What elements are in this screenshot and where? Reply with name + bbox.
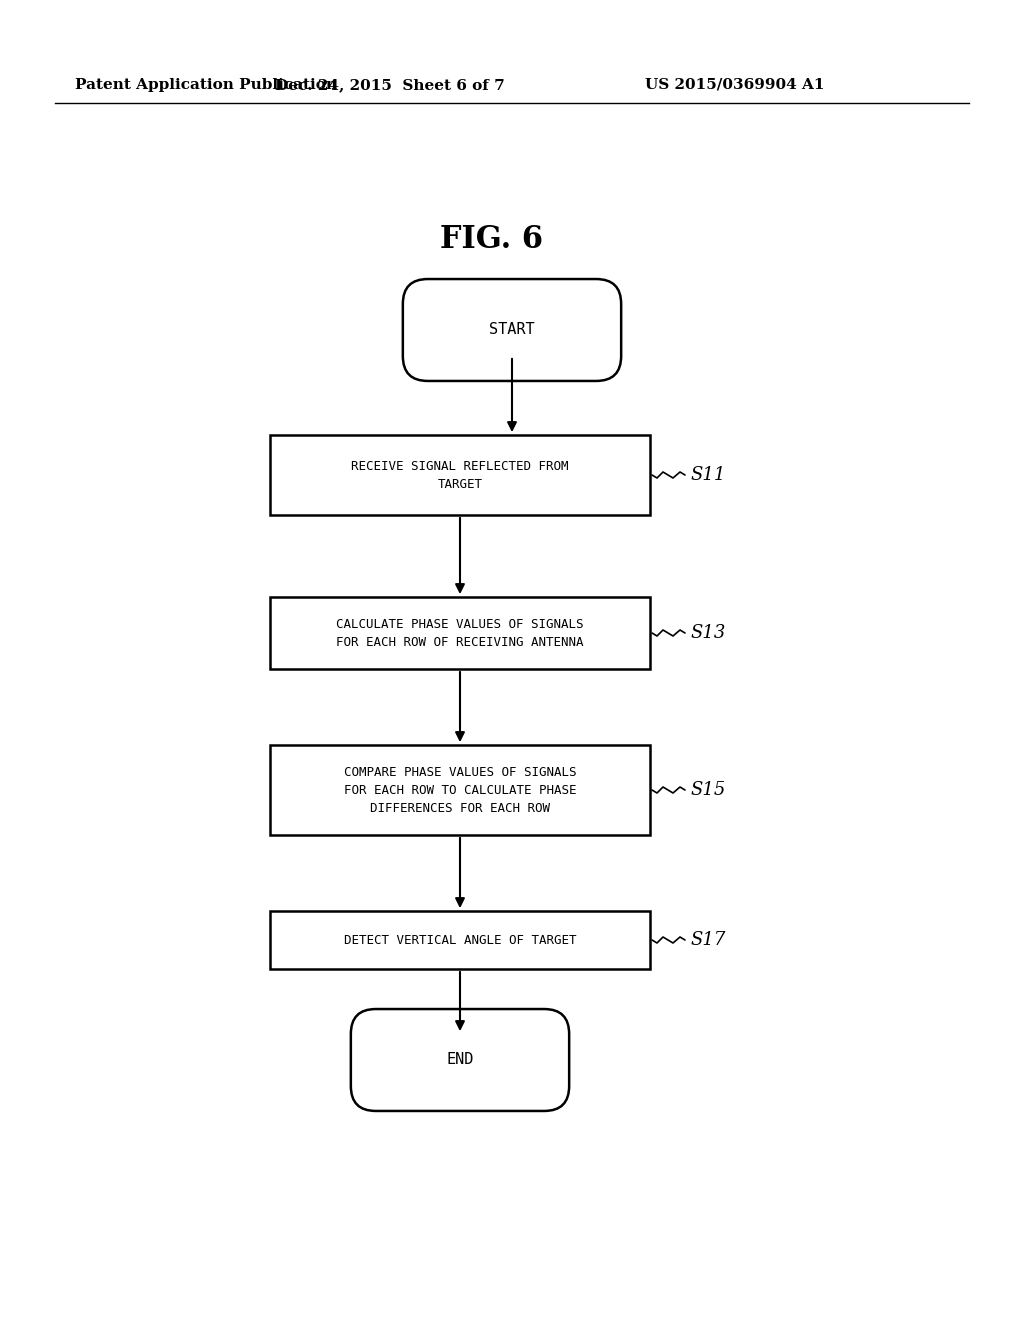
Text: S15: S15 <box>690 781 725 799</box>
Text: RECEIVE SIGNAL REFLECTED FROM
TARGET: RECEIVE SIGNAL REFLECTED FROM TARGET <box>351 459 568 491</box>
Text: Dec. 24, 2015  Sheet 6 of 7: Dec. 24, 2015 Sheet 6 of 7 <box>275 78 505 92</box>
Text: S17: S17 <box>690 931 725 949</box>
Bar <box>270 744 650 836</box>
FancyBboxPatch shape <box>402 279 622 381</box>
Text: COMPARE PHASE VALUES OF SIGNALS
FOR EACH ROW TO CALCULATE PHASE
DIFFERENCES FOR : COMPARE PHASE VALUES OF SIGNALS FOR EACH… <box>344 766 577 814</box>
Text: S13: S13 <box>690 624 725 642</box>
Bar <box>270 597 650 669</box>
Text: S11: S11 <box>690 466 725 484</box>
Text: START: START <box>489 322 535 338</box>
Text: FIG. 6: FIG. 6 <box>440 224 544 256</box>
Text: CALCULATE PHASE VALUES OF SIGNALS
FOR EACH ROW OF RECEIVING ANTENNA: CALCULATE PHASE VALUES OF SIGNALS FOR EA… <box>336 618 584 648</box>
Text: US 2015/0369904 A1: US 2015/0369904 A1 <box>645 78 824 92</box>
Bar <box>270 911 650 969</box>
Text: DETECT VERTICAL ANGLE OF TARGET: DETECT VERTICAL ANGLE OF TARGET <box>344 933 577 946</box>
Bar <box>270 436 650 515</box>
Text: Patent Application Publication: Patent Application Publication <box>75 78 337 92</box>
FancyBboxPatch shape <box>351 1008 569 1111</box>
Text: END: END <box>446 1052 474 1068</box>
